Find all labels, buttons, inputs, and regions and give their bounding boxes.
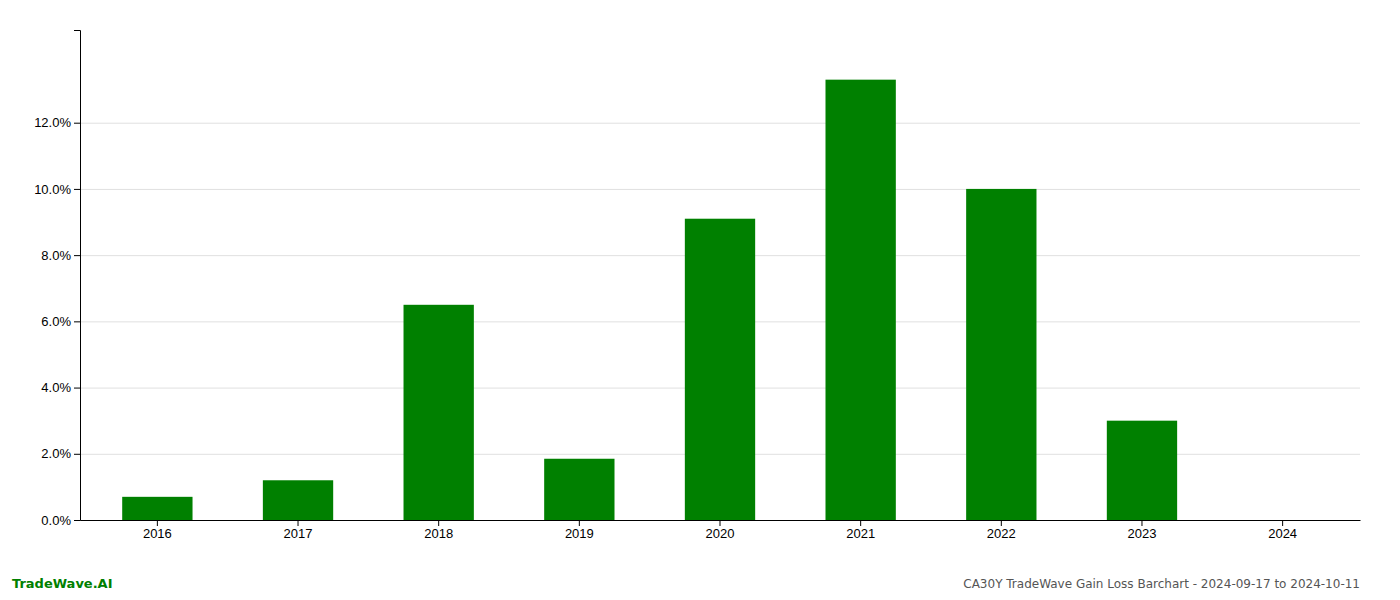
tick-mark [74, 123, 80, 124]
x-tick: 2024 [1268, 520, 1297, 541]
tick-label: 2024 [1268, 526, 1297, 541]
grid [80, 123, 1360, 520]
tick-label: 2017 [284, 526, 313, 541]
tick-label: 8.0% [41, 248, 71, 263]
tick-mark [860, 520, 861, 526]
title: CA30Y TradeWave Gain Loss Barchart - 202… [963, 577, 1360, 591]
y-axis: 0.0% 2.0% 4.0% 6.0% 8.0% 10.0% 12.0% [34, 31, 80, 528]
annotation: TradeWave.AI [12, 576, 113, 591]
y-tick: 0.0% [41, 513, 80, 528]
plot-area: 0.0%2.0%4.0%6.0%8.0%10.0%12.0%2016201720… [34, 31, 1360, 542]
tick-mark [1282, 520, 1283, 526]
bar [122, 497, 192, 520]
tick-mark [74, 388, 80, 389]
tick-mark [74, 255, 80, 256]
x-tick: 2019 [565, 520, 594, 541]
grid-line [80, 189, 1360, 190]
tick-label: 10.0% [34, 182, 71, 197]
tick-label: 2020 [706, 526, 735, 541]
y-tick: 4.0% [41, 380, 80, 395]
x-axis: 2016 2017 2018 2019 2020 2021 2022 2023 2024 [81, 520, 1361, 541]
tick-mark [74, 189, 80, 190]
chart: 0.0%2.0%4.0%6.0%8.0%10.0%12.0%2016201720… [0, 0, 1400, 600]
x-tick: 2020 [706, 520, 735, 541]
axis-line [74, 31, 81, 521]
x-tick: 2022 [987, 520, 1016, 541]
tick-label: 2016 [143, 526, 172, 541]
y-tick: 6.0% [41, 314, 80, 329]
y-tick: 8.0% [41, 248, 80, 263]
tick-mark [1141, 520, 1142, 526]
tick-mark [579, 520, 580, 526]
y-tick: 12.0% [34, 115, 80, 130]
x-tick: 2023 [1128, 520, 1157, 541]
tick-label: 12.0% [34, 115, 71, 130]
tick-label: 6.0% [41, 314, 71, 329]
tick-label: 0.0% [41, 513, 71, 528]
tick-label: 4.0% [41, 380, 71, 395]
bar [404, 305, 474, 520]
grid-tick [80, 189, 1360, 190]
tick-mark [74, 520, 80, 521]
tick-label: 2019 [565, 526, 594, 541]
x-tick: 2016 [143, 520, 172, 541]
grid-line [80, 123, 1360, 124]
y-tick: 2.0% [41, 446, 80, 461]
tick-label: 2023 [1128, 526, 1157, 541]
bars [122, 80, 1177, 520]
grid-tick [80, 123, 1360, 124]
tick-mark [74, 454, 80, 455]
y-tick: 10.0% [34, 182, 80, 197]
bar [825, 80, 895, 520]
tick-label: 2022 [987, 526, 1016, 541]
bar [685, 219, 755, 520]
x-tick: 2021 [846, 520, 875, 541]
tick-mark [720, 520, 721, 526]
tick-label: 2021 [846, 526, 875, 541]
bar [1247, 520, 1317, 521]
tick-label: 2018 [424, 526, 453, 541]
tick-mark [1001, 520, 1002, 526]
bar [966, 189, 1036, 520]
bar [544, 459, 614, 520]
tick-mark [438, 520, 439, 526]
x-tick: 2018 [424, 520, 453, 541]
tick-label: 2.0% [41, 446, 71, 461]
bar [263, 480, 333, 520]
tick-mark [74, 321, 80, 322]
x-tick: 2017 [284, 520, 313, 541]
bar [1107, 421, 1177, 520]
tick-mark [157, 520, 158, 526]
tick-mark [298, 520, 299, 526]
